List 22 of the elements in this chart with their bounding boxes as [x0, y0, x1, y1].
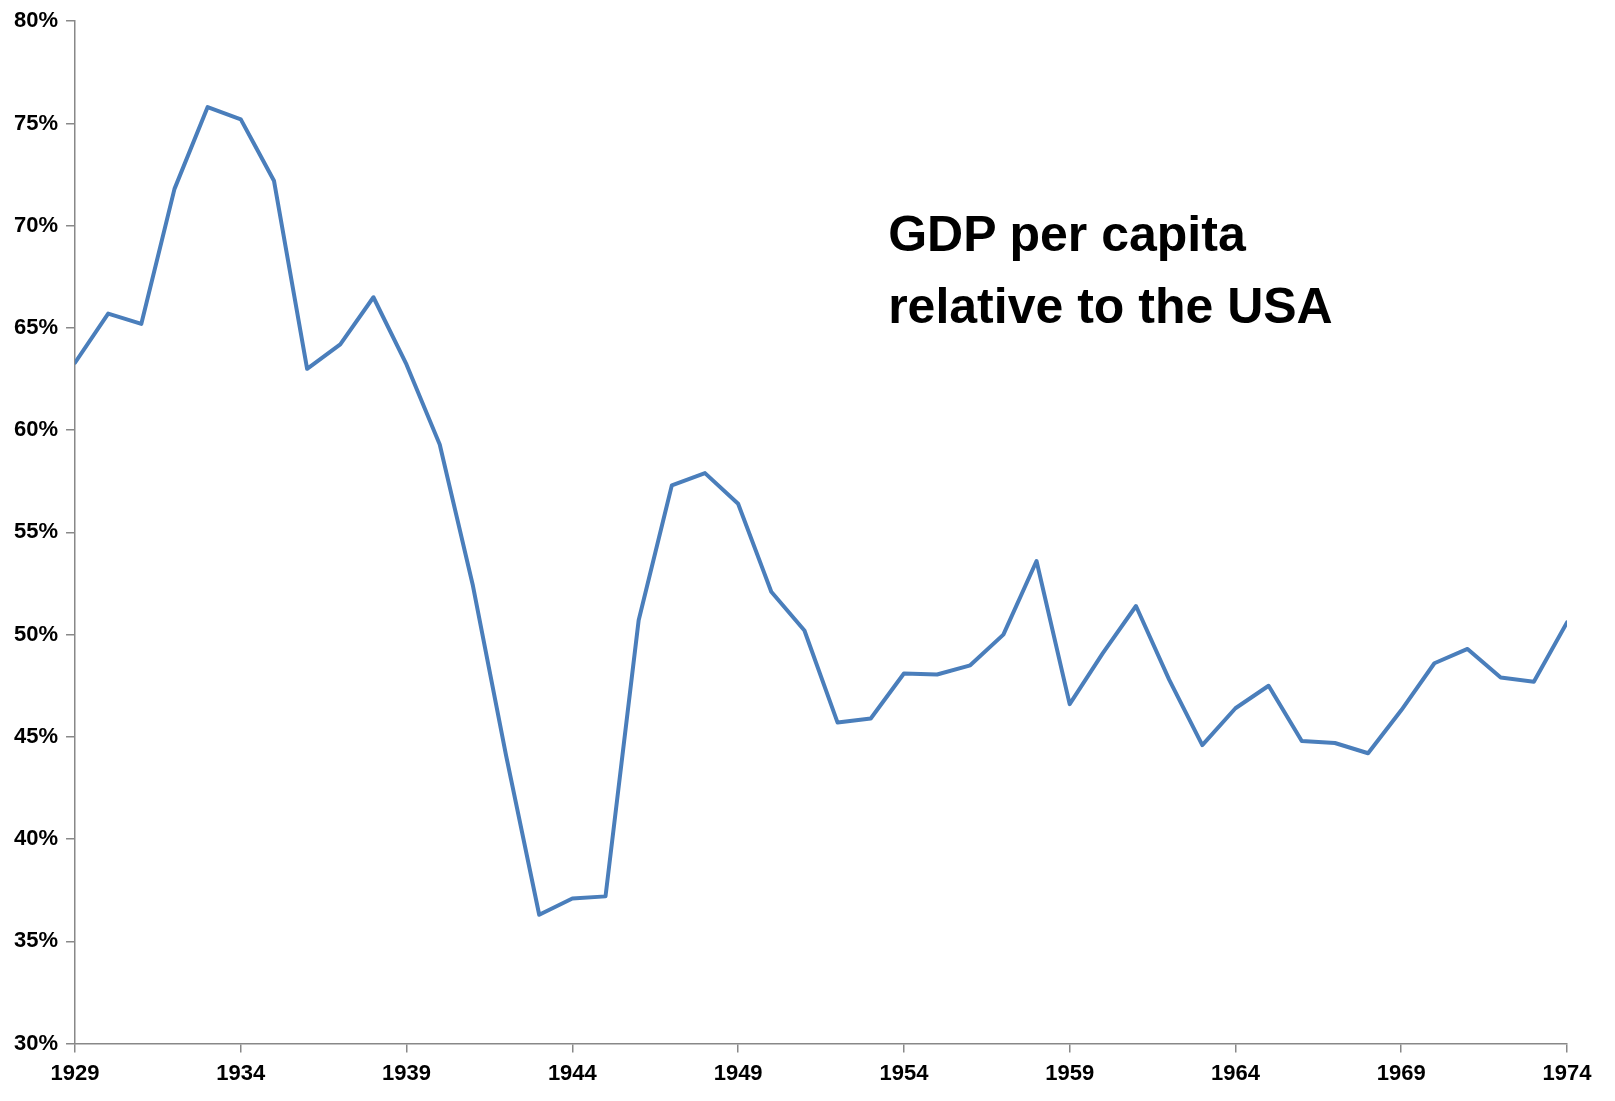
y-tick-label: 80%: [13, 7, 59, 33]
x-tick-label: 1974: [1542, 1059, 1593, 1085]
x-tick-label: 1939: [382, 1059, 432, 1085]
y-tick-label: 75%: [13, 109, 59, 135]
y-tick-label: 70%: [13, 211, 59, 237]
x-tick-label: 1934: [216, 1059, 267, 1085]
y-tick-label: 40%: [13, 825, 59, 851]
y-tick-label: 65%: [13, 313, 59, 339]
annotation: GDP per capita relative to the USA: [888, 206, 1333, 335]
x-tick-label: 1954: [879, 1059, 930, 1085]
x-tick-label: 1929: [50, 1059, 100, 1085]
x-tick-label: 1959: [1045, 1059, 1095, 1085]
x-tick-label: 1969: [1376, 1059, 1426, 1085]
x-tick-label: 1944: [547, 1059, 598, 1085]
y-tick-label: 55%: [13, 518, 59, 544]
y-tick-label: 45%: [13, 722, 59, 748]
y-tick-label: 50%: [13, 620, 59, 646]
x-tick-label: 1949: [713, 1059, 763, 1085]
y-tick-label: 30%: [13, 1029, 59, 1055]
x-tick-label: 1964: [1210, 1059, 1261, 1085]
y-tick-label: 35%: [13, 927, 59, 953]
y-tick-label: 60%: [13, 416, 59, 442]
